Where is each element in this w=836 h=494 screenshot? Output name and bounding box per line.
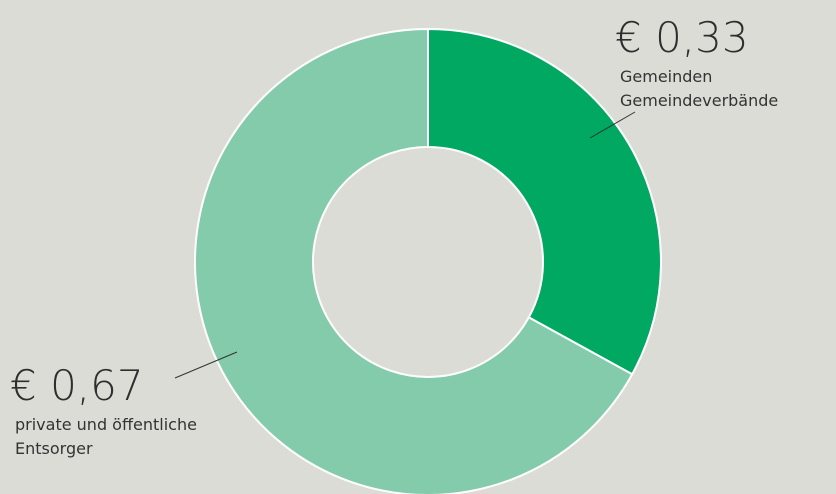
category-label: private und öffentliche xyxy=(15,415,197,434)
leader-line xyxy=(174,351,238,379)
value-label: € 0,67 xyxy=(10,361,144,410)
donut-segment xyxy=(194,27,634,494)
leader-line xyxy=(589,111,636,139)
category-label: Gemeindeverbände xyxy=(620,91,778,110)
category-label: Gemeinden xyxy=(620,67,712,86)
value-label: € 0,33 xyxy=(615,13,749,62)
category-label: Entsorger xyxy=(15,439,93,458)
donut-segment xyxy=(427,27,662,376)
